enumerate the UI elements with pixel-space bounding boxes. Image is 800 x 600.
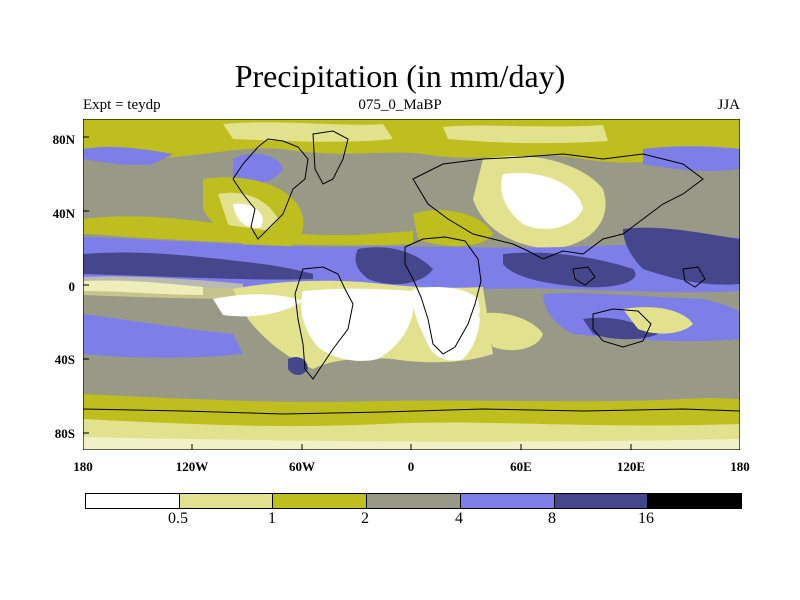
- colorbar-label-0-5: 0.5: [168, 510, 188, 527]
- pale-arctic-2: [443, 125, 608, 144]
- lat-label-40s: 40S: [54, 352, 75, 367]
- navy-wpac: [623, 227, 740, 285]
- lat-label-40n: 40N: [52, 206, 75, 221]
- navy-east-pacific: [83, 252, 313, 280]
- blue-ne-asia: [643, 146, 740, 172]
- map-ticks: [83, 136, 632, 450]
- colorbar-box-7: [648, 494, 742, 508]
- plot-title: Precipitation (in mm/day): [234, 58, 566, 94]
- navy-sh-indian: [583, 317, 658, 340]
- pale-madagascar: [478, 312, 543, 351]
- precipitation-map: [83, 119, 740, 450]
- band-south-white: [83, 437, 740, 450]
- colorbar-box-2: [179, 494, 274, 508]
- lon-label-120w: 120W: [175, 459, 209, 474]
- colorbar-box-3: [273, 494, 368, 508]
- colorbar-label-8: 8: [548, 510, 556, 527]
- pale-eq-pacific: [83, 276, 243, 299]
- colorbar-label-16: 16: [638, 510, 654, 527]
- colorbar-label-1: 1: [268, 510, 276, 527]
- colorbar: [85, 493, 742, 509]
- white-sh-pacific: [213, 294, 303, 317]
- lon-label-60w: 60W: [289, 459, 315, 474]
- lon-label-0: 0: [407, 459, 415, 474]
- blue-sh-pacific: [83, 314, 243, 358]
- colorbar-box-5: [460, 494, 555, 508]
- colorbar-box-6: [554, 494, 649, 508]
- lon-label-180e: 180: [730, 459, 750, 474]
- experiment-label: Expt = teydp: [83, 97, 161, 113]
- lat-label-80n: 80N: [52, 132, 75, 147]
- map-svg: [83, 119, 740, 450]
- navy-west-africa: [355, 247, 433, 285]
- lat-label-80s: 80S: [54, 426, 75, 441]
- navy-patagonia: [288, 357, 308, 375]
- blue-nw-pacific: [83, 146, 173, 165]
- band-subtrop-north: [83, 216, 413, 246]
- lon-label-180w: 180: [73, 459, 93, 474]
- colorbar-label-4: 4: [455, 510, 463, 527]
- white-south-africa: [412, 287, 480, 361]
- colorbar-label-2: 2: [361, 510, 369, 527]
- coastlines: [83, 130, 740, 415]
- white-south-america: [301, 288, 414, 361]
- season-label: JJA: [717, 97, 740, 113]
- colorbar-box-1: [86, 494, 180, 508]
- olive-med: [413, 210, 493, 246]
- lon-label-60e: 60E: [510, 459, 532, 474]
- lat-label-0: 0: [68, 279, 76, 294]
- pale-arctic: [223, 122, 393, 142]
- white-asia: [501, 173, 583, 229]
- lon-label-120e: 120E: [616, 459, 646, 474]
- time-label: 075_0_MaBP: [358, 97, 442, 113]
- navy-india: [503, 252, 636, 288]
- colorbar-box-4: [367, 494, 461, 508]
